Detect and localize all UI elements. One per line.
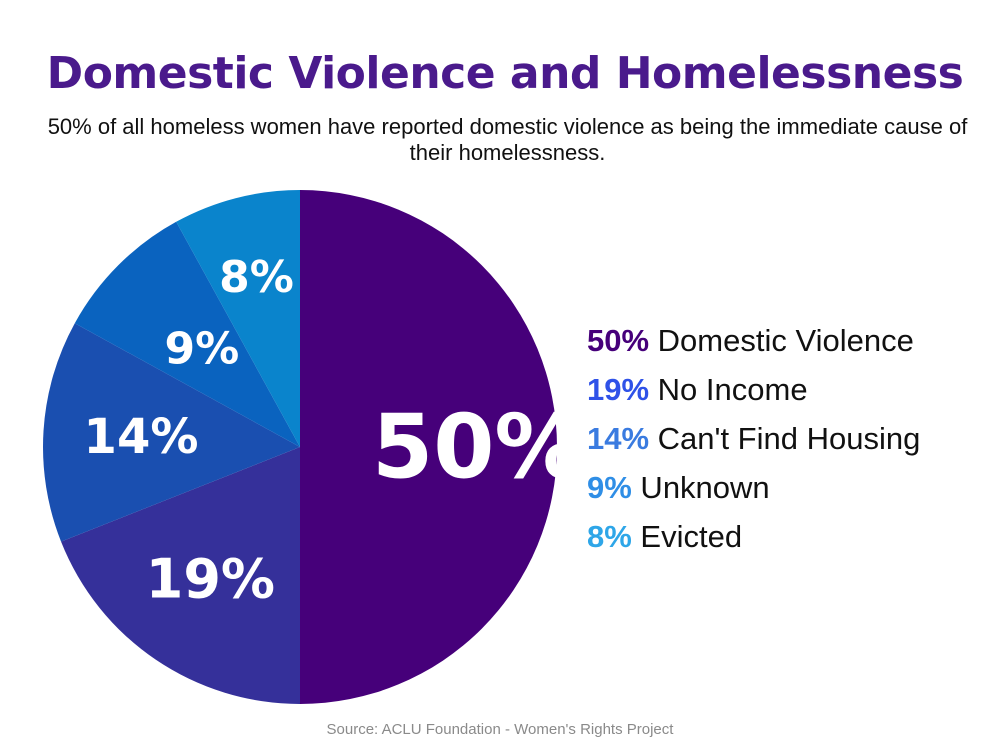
chart-subtitle: 50% of all homeless women have reported … [47,114,968,165]
pie-slice-no-income [61,447,300,704]
legend-percent: 14% [587,421,650,456]
slice-label: 19% [146,547,275,610]
legend-label: Evicted [631,519,743,554]
legend-label: No Income [649,372,808,407]
legend-percent: 9% [587,470,632,505]
legend-percent: 8% [587,519,632,554]
legend-label: Unknown [631,470,770,505]
legend-percent: 50% [587,323,650,358]
legend: 50% Domestic Violence 19% No Income 14% Ca… [587,320,920,565]
pie-slice-domestic-violence [300,190,557,704]
slice-label: 8% [219,252,294,303]
slice-label: 14% [84,409,199,465]
pie-slice-can-t-find-housing [43,323,301,542]
legend-label: Domestic Violence [649,323,914,358]
pie-slice-unknown [74,221,300,447]
slice-label: 50% [372,396,583,499]
chart-title: Domestic Violence and Homelessness [46,48,964,99]
legend-item: 14% Can't Find Housing [587,418,920,467]
legend-item: 9% Unknown [587,467,920,516]
legend-item: 8% Evicted [587,516,920,565]
legend-item: 50% Domestic Violence [587,320,920,369]
legend-percent: 19% [587,372,650,407]
pie-slice-evicted [176,190,300,447]
legend-label: Can't Find Housing [649,421,921,456]
slice-label: 9% [165,323,240,374]
source-note: Source: ACLU Foundation - Women's Rights… [326,721,674,738]
legend-item: 19% No Income [587,369,920,418]
